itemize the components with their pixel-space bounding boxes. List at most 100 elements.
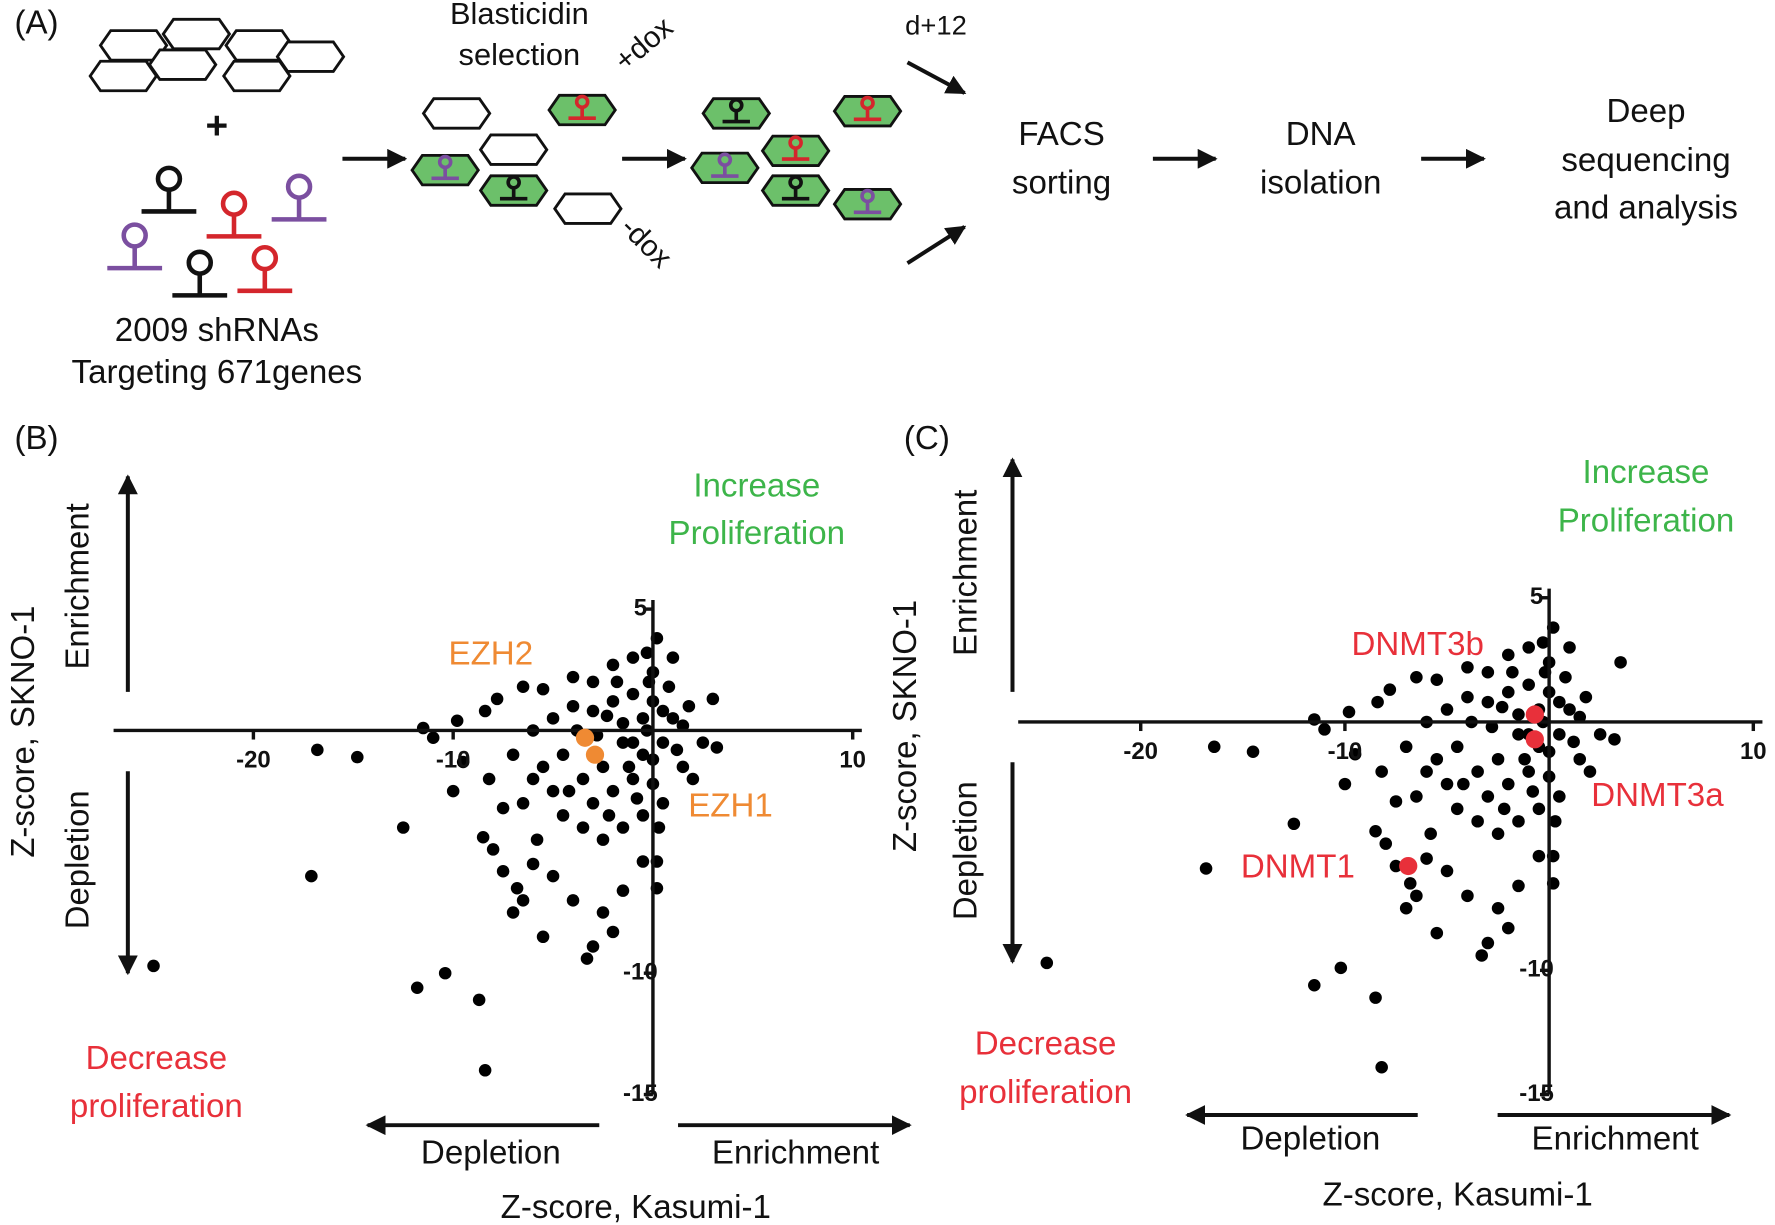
plus: + <box>206 104 229 147</box>
highlight-label: EZH1 <box>688 786 773 823</box>
shrna <box>506 175 521 190</box>
data-point <box>662 680 676 694</box>
data-point <box>1495 700 1509 714</box>
data-point <box>1526 785 1540 798</box>
data-point <box>1522 678 1535 691</box>
down-label: Depletion <box>59 790 96 929</box>
data-point <box>1348 748 1362 761</box>
data-point <box>636 712 650 725</box>
data-point <box>1522 641 1535 654</box>
data-point <box>311 743 324 757</box>
data-point <box>1318 723 1331 736</box>
up-label: Enrichment <box>947 490 984 656</box>
y-tick-label: 5 <box>634 594 647 621</box>
data-point <box>536 760 550 774</box>
data-point <box>630 792 644 805</box>
panel-label: (C) <box>904 419 950 456</box>
cell <box>147 48 218 81</box>
highlight-point <box>1525 730 1544 749</box>
data-point <box>626 687 640 701</box>
y-tick-label: -15 <box>1519 1080 1554 1107</box>
data-point <box>706 692 720 706</box>
data-point <box>640 646 654 660</box>
cell <box>221 59 292 93</box>
data-point <box>1481 790 1495 803</box>
data-point <box>1440 864 1454 878</box>
data-point <box>1579 690 1593 704</box>
data-point <box>446 784 460 798</box>
data-point <box>536 930 550 944</box>
x-tick-label: -10 <box>1328 738 1363 765</box>
down-label: Depletion <box>947 781 984 920</box>
data-point <box>472 993 486 1007</box>
data-point <box>1375 765 1388 778</box>
data-point <box>1287 817 1301 831</box>
data-point <box>1518 752 1531 766</box>
dox-text: +dox <box>608 11 679 78</box>
data-point <box>490 692 504 706</box>
data-point <box>1559 671 1572 684</box>
data-point <box>546 712 560 725</box>
data-point <box>670 743 684 757</box>
step-text: isolation <box>1260 164 1381 201</box>
data-point <box>1410 889 1423 903</box>
increase-label: Proliferation <box>669 514 846 551</box>
data-point <box>1506 666 1519 679</box>
data-point <box>1308 979 1321 992</box>
data-point <box>1389 795 1403 808</box>
data-point <box>1532 849 1546 863</box>
data-point <box>626 772 640 786</box>
data-point <box>626 736 640 749</box>
y-tick-label: -10 <box>623 959 658 986</box>
data-point <box>1501 685 1515 699</box>
highlight-point <box>585 745 605 764</box>
data-point <box>496 865 510 878</box>
shrna <box>251 244 279 272</box>
data-point <box>1342 705 1356 719</box>
data-point <box>1334 961 1348 975</box>
up-label: Enrichment <box>59 503 96 669</box>
data-point <box>546 784 560 798</box>
selection-text: Blasticidin <box>450 0 589 31</box>
data-point <box>696 736 710 749</box>
data-point <box>1475 949 1489 962</box>
data-point <box>586 940 600 953</box>
data-point <box>1399 902 1413 915</box>
data-point <box>596 833 610 846</box>
data-point <box>626 651 640 664</box>
scatter-chart: (C) -20 -10 10 5 -10 -15 DNMT3b DNMT3a DNMT1 Incre… <box>886 419 1767 1212</box>
data-point <box>636 809 650 822</box>
data-point <box>1553 790 1566 803</box>
data-point <box>1457 777 1470 791</box>
data-point <box>580 952 594 965</box>
data-point <box>1338 777 1352 791</box>
data-point <box>606 658 620 672</box>
data-point <box>1593 728 1607 741</box>
data-point <box>1512 728 1525 741</box>
decrease-label: proliferation <box>70 1087 243 1124</box>
data-point <box>1532 802 1546 816</box>
data-point <box>416 721 430 735</box>
data-point <box>1481 666 1495 679</box>
data-point <box>596 760 610 774</box>
data-point <box>1450 740 1464 754</box>
data-point <box>710 741 724 754</box>
data-point <box>496 801 510 815</box>
left-label: Depletion <box>421 1133 561 1170</box>
data-point <box>1420 852 1433 865</box>
data-point <box>556 809 570 822</box>
data-point <box>656 736 670 749</box>
data-point <box>566 894 580 907</box>
data-point <box>1424 827 1437 840</box>
data-point <box>1536 636 1550 649</box>
data-point <box>610 675 624 689</box>
data-point <box>600 709 614 723</box>
y-tick-label: 5 <box>1530 583 1543 610</box>
data-point <box>1369 825 1382 838</box>
data-point <box>1563 641 1576 654</box>
data-point <box>1481 936 1495 950</box>
cell <box>275 40 346 73</box>
data-point <box>556 748 570 761</box>
panel-label: (A) <box>14 4 58 41</box>
highlight-point <box>1399 856 1418 876</box>
